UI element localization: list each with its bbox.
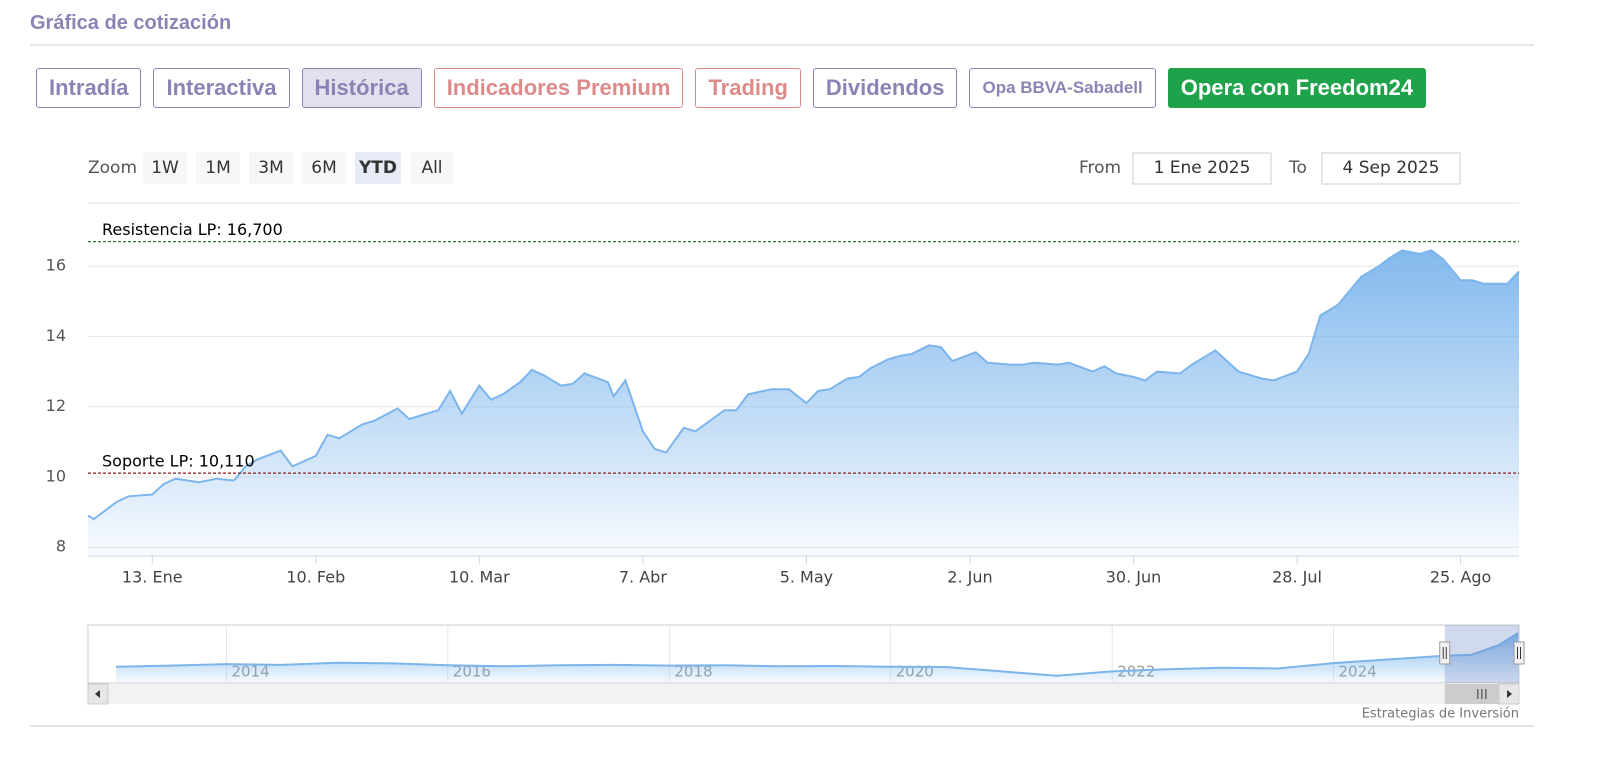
scrollbar-arrow	[95, 690, 100, 698]
x-tick-label: 28. Jul	[1272, 568, 1322, 587]
tab[interactable]: Opera con Freedom24	[1167, 68, 1427, 108]
y-tick-label: 10	[46, 466, 66, 485]
plot-line-label: Soporte LP: 10,110	[102, 452, 255, 471]
tab[interactable]: Interactiva	[153, 68, 290, 108]
navigator-selection	[1444, 625, 1519, 683]
to-label: To	[1288, 158, 1307, 178]
zoom-button[interactable]	[410, 152, 454, 184]
zoom-button-label[interactable]: 1W	[151, 158, 179, 178]
y-tick-label: 8	[56, 537, 66, 556]
y-tick-label: 16	[46, 256, 66, 275]
zoom-button-label[interactable]: 3M	[258, 158, 283, 178]
zoom-button-label[interactable]: 1M	[205, 158, 230, 178]
y-tick-label: 12	[46, 396, 66, 415]
zoom-button-label[interactable]: All	[421, 158, 442, 178]
zoom-button[interactable]	[249, 152, 293, 184]
scrollbar-arrow	[1507, 690, 1512, 698]
tab[interactable]: Histórica	[301, 68, 422, 108]
tab[interactable]: Intradía	[36, 68, 142, 108]
zoom-button-label[interactable]: 6M	[311, 158, 336, 178]
x-tick-label: 10. Mar	[449, 568, 510, 587]
x-tick-label: 25. Ago	[1430, 568, 1491, 587]
x-tick-label: 5. May	[780, 568, 833, 587]
line	[115, 632, 1519, 677]
tab[interactable]: Indicadores Premium	[433, 68, 684, 108]
area	[115, 633, 1519, 683]
tab[interactable]: Trading	[695, 68, 801, 108]
y-tick-label: 14	[46, 326, 66, 345]
tab[interactable]: Opa BBVA-Sabadell	[969, 68, 1156, 108]
zoom-button[interactable]	[355, 152, 401, 184]
zoom-button[interactable]	[302, 152, 346, 184]
date-input-value: 4 Sep 2025	[1343, 158, 1440, 178]
from-label: From	[1079, 158, 1121, 178]
x-tick-label: 30. Jun	[1106, 568, 1162, 587]
zoom-button-label[interactable]: YTD	[358, 158, 397, 178]
x-tick-label: 13. Ene	[122, 568, 183, 587]
date-input[interactable]	[1132, 152, 1272, 185]
x-tick-label: 7. Abr	[619, 568, 667, 587]
tab-bar: Intradía Interactiva Histórica Indicadores …	[36, 68, 1427, 108]
zoom-label: Zoom	[88, 158, 137, 178]
tab[interactable]: Dividendos	[812, 68, 958, 108]
section-title: Gráfica de cotización	[30, 12, 232, 34]
navigator-handle[interactable]	[1439, 641, 1451, 665]
area	[88, 250, 1519, 556]
scrollbar-track	[88, 684, 1519, 704]
line	[87, 249, 1520, 521]
x-tick-label: 2. Jun	[947, 568, 992, 587]
date-input-value: 1 Ene 2025	[1154, 158, 1251, 178]
navigator-handle[interactable]	[1513, 641, 1525, 665]
plot-line-label: Resistencia LP: 16,700	[102, 220, 283, 239]
x-tick-label: 10. Feb	[286, 568, 345, 587]
date-input[interactable]	[1321, 152, 1461, 185]
zoom-button[interactable]	[143, 152, 187, 184]
zoom-button[interactable]	[196, 152, 240, 184]
footer-credit: Estrategias de Inversión	[1362, 707, 1519, 722]
